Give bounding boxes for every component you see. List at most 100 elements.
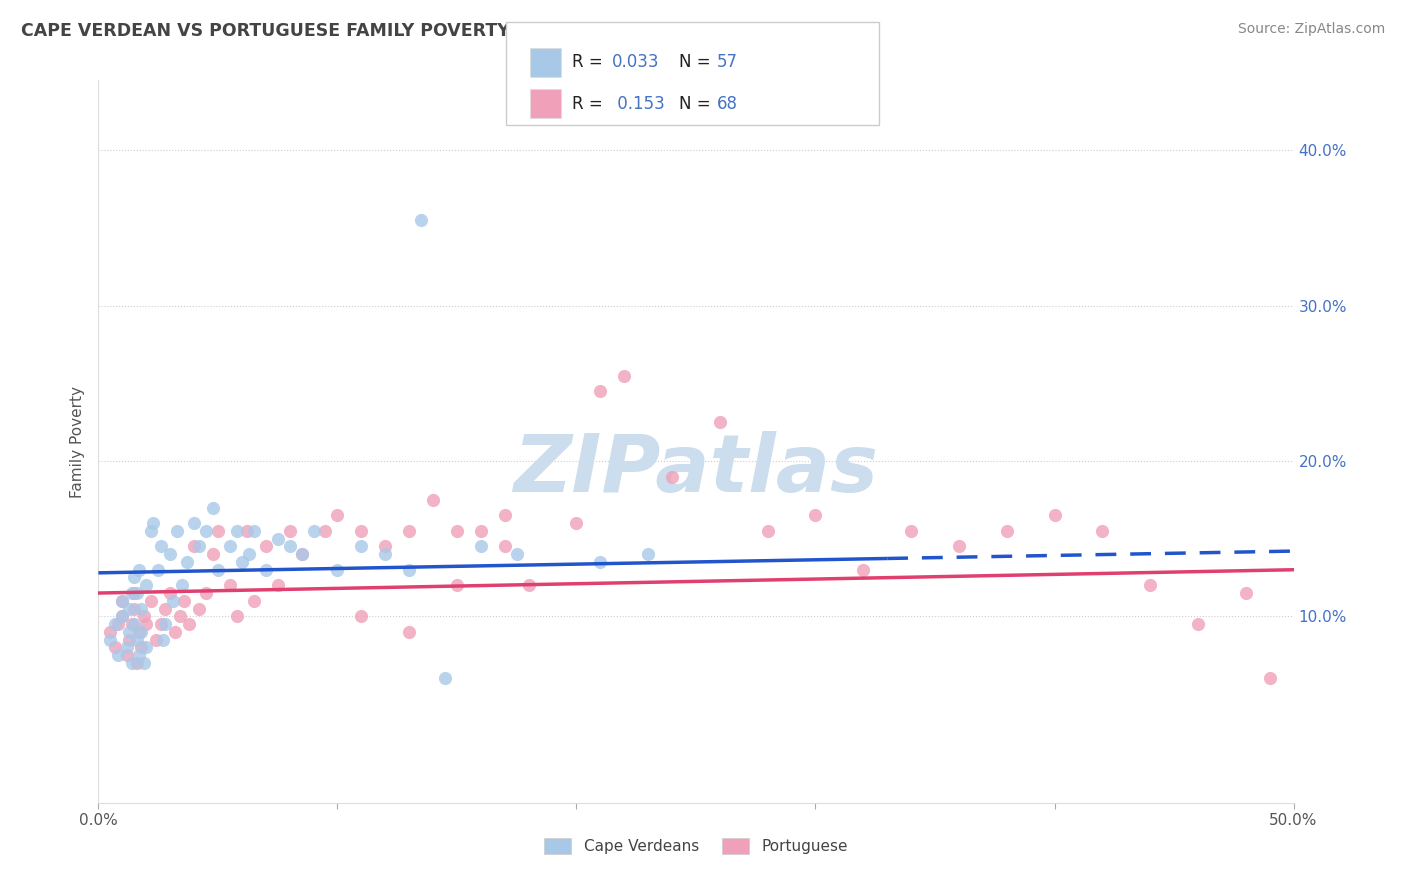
Point [326, 563, 349, 577]
Point [589, 384, 612, 398]
Point [494, 508, 516, 523]
Point [155, 601, 177, 615]
Point [1187, 617, 1209, 632]
Point [494, 540, 516, 554]
Text: N =: N = [679, 95, 716, 112]
Point [111, 594, 134, 608]
Point [278, 524, 301, 538]
Point [231, 555, 253, 569]
Point [374, 540, 396, 554]
Point [350, 609, 373, 624]
Point [152, 632, 174, 647]
Point [163, 624, 186, 639]
Point [195, 524, 218, 538]
Point [111, 609, 134, 624]
Point [149, 540, 172, 554]
Point [302, 524, 325, 538]
Point [219, 540, 242, 554]
Point [398, 624, 420, 639]
Text: ZIPatlas: ZIPatlas [513, 432, 879, 509]
Point [98, 632, 122, 647]
Point [398, 524, 420, 538]
Text: 0.033: 0.033 [612, 54, 659, 71]
Point [804, 508, 827, 523]
Point [852, 563, 875, 577]
Point [125, 656, 148, 670]
Point [1043, 508, 1066, 523]
Point [661, 469, 683, 483]
Point [104, 617, 127, 632]
Point [995, 524, 1018, 538]
Point [121, 586, 143, 600]
Point [128, 624, 150, 639]
Point [145, 632, 167, 647]
Point [195, 586, 218, 600]
Point [166, 524, 188, 538]
Point [948, 540, 970, 554]
Point [115, 648, 138, 663]
Point [155, 617, 177, 632]
Point [207, 524, 229, 538]
Point [172, 578, 194, 592]
Point [238, 547, 260, 561]
Point [235, 524, 257, 538]
Point [124, 601, 146, 615]
Point [121, 617, 143, 632]
Point [131, 640, 153, 655]
Point [118, 632, 141, 647]
Point [142, 516, 165, 530]
Point [131, 624, 153, 639]
Point [173, 594, 195, 608]
Point [124, 570, 146, 584]
Text: CAPE VERDEAN VS PORTUGUESE FAMILY POVERTY CORRELATION CHART: CAPE VERDEAN VS PORTUGUESE FAMILY POVERT… [21, 22, 724, 40]
Point [183, 516, 205, 530]
Point [118, 624, 141, 639]
Point [128, 648, 150, 663]
Point [148, 563, 170, 577]
Point [98, 624, 122, 639]
Point [613, 368, 636, 383]
Point [637, 547, 659, 561]
Point [179, 617, 201, 632]
Point [183, 540, 205, 554]
Point [254, 563, 277, 577]
Point [446, 524, 468, 538]
Point [278, 540, 301, 554]
Point [226, 609, 249, 624]
Point [470, 540, 492, 554]
Text: 0.153: 0.153 [612, 95, 665, 112]
Text: 68: 68 [717, 95, 738, 112]
Point [398, 563, 420, 577]
Point [115, 640, 138, 655]
Point [169, 609, 191, 624]
Point [226, 524, 249, 538]
Point [446, 578, 468, 592]
Point [131, 601, 153, 615]
Text: R =: R = [572, 54, 609, 71]
Point [139, 524, 162, 538]
Point [219, 578, 242, 592]
Y-axis label: Family Poverty: Family Poverty [70, 385, 86, 498]
Text: R =: R = [572, 95, 609, 112]
Point [118, 601, 141, 615]
Point [121, 656, 143, 670]
Point [470, 524, 492, 538]
Point [900, 524, 922, 538]
Point [135, 617, 157, 632]
Point [132, 609, 155, 624]
Point [565, 516, 588, 530]
Point [411, 213, 433, 227]
Point [135, 578, 157, 592]
Text: 57: 57 [717, 54, 738, 71]
Point [589, 555, 612, 569]
Point [202, 547, 225, 561]
Point [709, 415, 731, 429]
Point [187, 540, 209, 554]
Point [243, 594, 266, 608]
Point [187, 601, 209, 615]
Point [176, 555, 198, 569]
Point [162, 594, 184, 608]
Text: N =: N = [679, 54, 716, 71]
Point [207, 563, 229, 577]
Point [107, 648, 129, 663]
